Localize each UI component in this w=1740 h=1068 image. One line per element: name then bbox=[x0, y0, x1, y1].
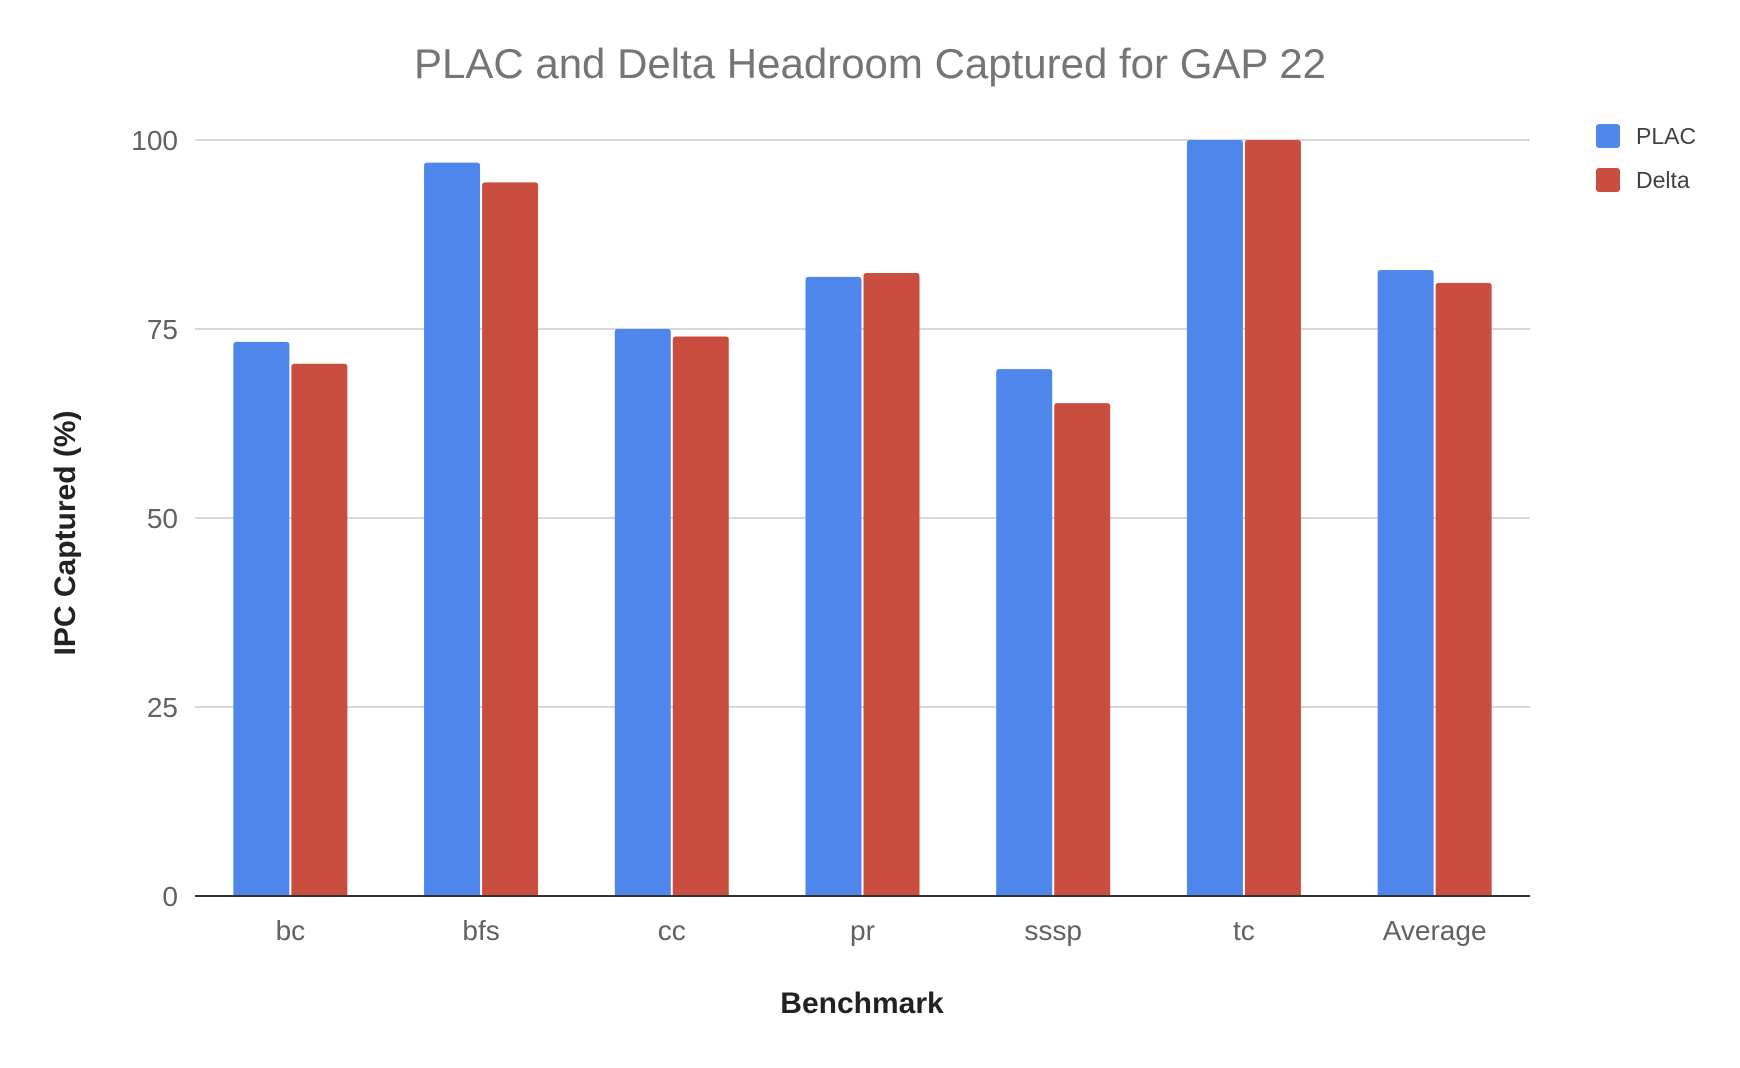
y-tick-label: 100 bbox=[131, 125, 178, 156]
x-axis-label: Benchmark bbox=[780, 987, 944, 1020]
bar-delta-tc bbox=[1244, 140, 1301, 896]
legend-swatch-plac bbox=[1596, 124, 1620, 148]
bar-plac-tc bbox=[1186, 140, 1243, 896]
bar-plac-bc bbox=[233, 341, 290, 896]
x-tick-label: cc bbox=[658, 915, 686, 946]
x-tick-label: bfs bbox=[462, 915, 499, 946]
legend-swatch-delta bbox=[1596, 168, 1620, 192]
bar-delta-bfs bbox=[482, 182, 539, 896]
bar-delta-bc bbox=[291, 363, 348, 896]
bar-delta-pr bbox=[863, 273, 920, 896]
bar-delta-average bbox=[1435, 282, 1492, 896]
y-tick-label: 50 bbox=[147, 503, 178, 534]
x-tick-label: bc bbox=[276, 915, 306, 946]
legend-label-delta: Delta bbox=[1636, 167, 1690, 193]
y-tick-label: 25 bbox=[147, 692, 178, 723]
x-tick-label: sssp bbox=[1024, 915, 1082, 946]
legend-label-plac: PLAC bbox=[1636, 123, 1696, 149]
x-tick-label: tc bbox=[1233, 915, 1255, 946]
x-axis-ticks: bc bfs cc pr sssp tc Average bbox=[276, 915, 1487, 946]
bar-plac-cc bbox=[614, 329, 671, 896]
bar-delta-cc bbox=[672, 336, 729, 896]
y-tick-label: 0 bbox=[162, 881, 178, 912]
gridlines bbox=[195, 139, 1530, 708]
y-axis-ticks: 0 25 50 75 100 bbox=[131, 125, 178, 912]
x-tick-label: Average bbox=[1383, 915, 1487, 946]
bar-plac-pr bbox=[805, 276, 862, 896]
x-tick-label: pr bbox=[850, 915, 875, 946]
y-axis-label: IPC Captured (%) bbox=[49, 410, 82, 655]
legend: PLAC Delta bbox=[1596, 123, 1696, 193]
bar-plac-sssp bbox=[996, 369, 1053, 896]
bars bbox=[233, 140, 1492, 897]
y-tick-label: 75 bbox=[147, 314, 178, 345]
bar-delta-sssp bbox=[1054, 403, 1111, 896]
chart-title: PLAC and Delta Headroom Captured for GAP… bbox=[414, 40, 1326, 87]
bar-plac-average bbox=[1377, 270, 1434, 897]
bar-plac-bfs bbox=[424, 162, 481, 896]
